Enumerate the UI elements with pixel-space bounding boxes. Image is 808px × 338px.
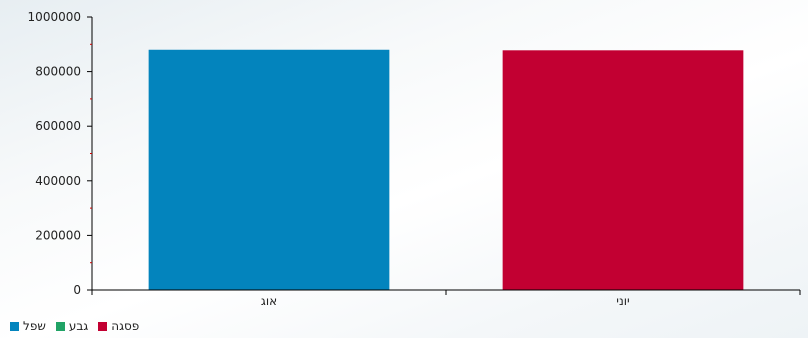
- bar-aug[interactable]: [148, 49, 390, 291]
- y-tick-label: 600000: [35, 119, 81, 133]
- y-tick-label: 1000000: [28, 10, 81, 24]
- legend-swatch-low: [10, 321, 19, 331]
- y-tick-label: 200000: [35, 228, 81, 242]
- bars-group: [148, 49, 744, 291]
- legend-label-peak: פסגה: [111, 319, 140, 333]
- x-tick-label: יוני: [616, 294, 629, 308]
- legend-item-mid[interactable]: גבע: [55, 319, 89, 333]
- y-tick-label: 800000: [35, 65, 81, 79]
- legend-item-peak[interactable]: פסגה: [98, 319, 139, 333]
- y-tick-label: 400000: [35, 174, 81, 188]
- bar-june[interactable]: [502, 50, 744, 290]
- legend-label-mid: גבע: [68, 319, 89, 333]
- y-axis: 0 200000 400000 600000 800000 1000000: [28, 10, 93, 297]
- legend-label-low: שפל: [23, 319, 46, 333]
- legend-swatch-mid: [55, 321, 65, 331]
- x-tick-label: אוג: [261, 294, 277, 308]
- legend-swatch-peak: [98, 321, 108, 331]
- legend-item-low[interactable]: שפל: [10, 319, 46, 333]
- y-tick-label: 0: [73, 283, 81, 297]
- legend: שפל גבע פסגה: [10, 318, 139, 334]
- x-axis: אוג יוני: [91, 289, 801, 308]
